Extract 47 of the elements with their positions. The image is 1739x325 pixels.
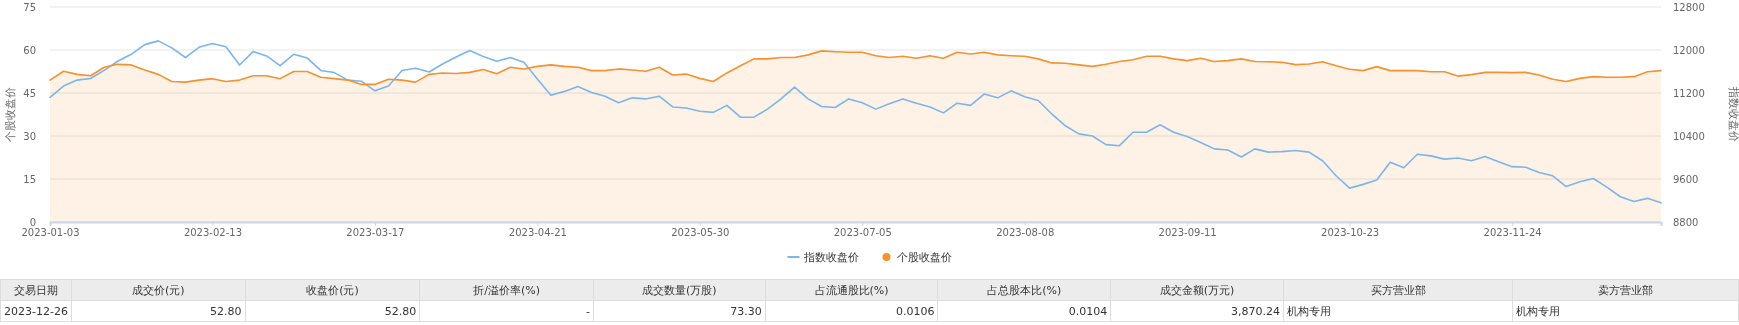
y-tick-label: 60	[23, 44, 36, 56]
y-tick-label: 0	[29, 216, 36, 228]
text: 机构专用	[1512, 300, 1739, 322]
text: 占流通股比(%)	[765, 279, 938, 301]
y-axis-title: 个股收盘价	[4, 87, 17, 142]
line-series	[49, 40, 1662, 204]
text: 0.0104	[937, 300, 1111, 322]
y-tick-label: 15	[23, 173, 36, 185]
text: 交易日期	[0, 279, 72, 301]
x-tick-label: 2023-09-11	[1158, 227, 1217, 239]
text: 折/溢价率(%)	[419, 279, 594, 301]
text: 成交金额(万元)	[1110, 279, 1284, 301]
x-tick-label: 2023-04-21	[508, 227, 567, 239]
text: 成交价(元)	[71, 279, 246, 301]
y2-tick-label: 10400	[1673, 130, 1705, 142]
y2-tick-label: 12800	[1673, 1, 1705, 13]
text: 机构专用	[1283, 300, 1513, 322]
y2-tick-label: 12000	[1673, 44, 1705, 56]
x-tick-label: 2023-01-03	[21, 227, 80, 239]
text: 3,870.24	[1110, 300, 1284, 322]
x-tick-label: 2023-03-17	[346, 227, 405, 239]
y2-tick-label: 9600	[1673, 173, 1699, 185]
y-tick-label: 75	[23, 1, 36, 13]
y2-tick-label: 8800	[1673, 216, 1699, 228]
text: 52.80	[71, 300, 246, 322]
x-tick-label: 2023-08-08	[996, 227, 1055, 239]
text: 卖方营业部	[1512, 279, 1739, 301]
x-tick-label: 2023-07-05	[833, 227, 892, 239]
x-tick-label: 2023-05-30	[671, 227, 730, 239]
text: 2023-12-26	[0, 300, 72, 322]
legend-label: 个股收盘价	[896, 250, 952, 264]
x-tick-label: 2023-11-24	[1483, 227, 1542, 239]
text: 52.80	[245, 300, 420, 322]
x-tick-label: 2023-02-13	[183, 227, 243, 239]
text: -	[419, 300, 594, 322]
x-tick-label: 2023-10-23	[1321, 227, 1380, 239]
text: 买方营业部	[1283, 279, 1513, 301]
y-tick-label: 45	[23, 87, 36, 99]
y-tick-label: 30	[23, 130, 36, 142]
text: 0.0106	[765, 300, 938, 322]
text: 收盘价(元)	[245, 279, 420, 301]
text: 占总股本比(%)	[937, 279, 1111, 301]
y2-tick-label: 11200	[1673, 87, 1705, 99]
legend-label: 指数收盘价	[802, 250, 859, 264]
text: 73.30	[593, 300, 766, 322]
y2-axis-title: 指数收盘价	[1727, 86, 1739, 142]
text: 成交数量(万股)	[593, 279, 766, 301]
